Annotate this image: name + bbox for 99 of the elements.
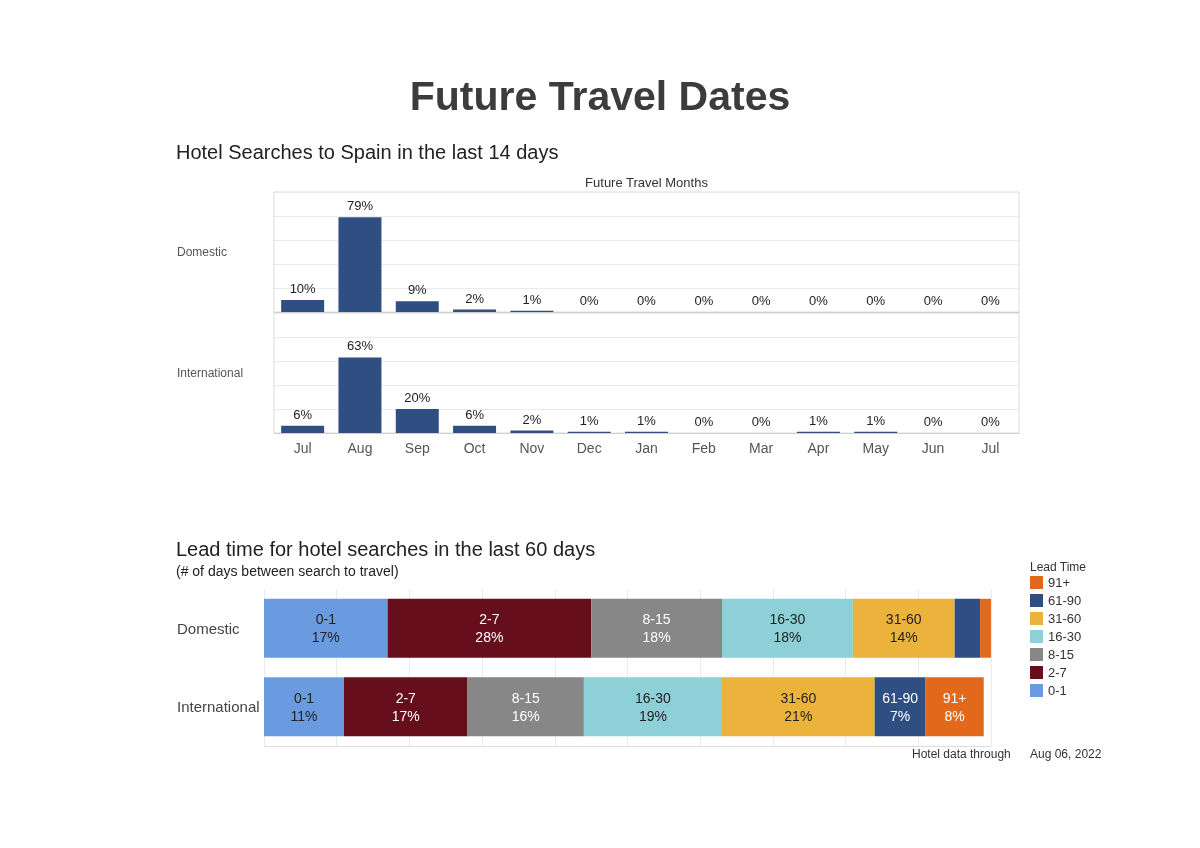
data-label: 17% — [391, 707, 420, 724]
chart-title: Lead time for hotel searches in the last 60 days — [176, 538, 596, 560]
legend-label: 91+ — [1048, 575, 1071, 590]
bar — [281, 300, 325, 312]
bar — [264, 598, 388, 658]
legend-label: 61-90 — [1048, 593, 1082, 608]
bar — [264, 677, 344, 737]
text: 31-60 — [885, 611, 922, 628]
text: Aug 06, 2022 — [1030, 747, 1102, 761]
x-tick-label: Dec — [576, 440, 602, 456]
data-label: 17% — [311, 629, 340, 646]
bar — [874, 677, 926, 737]
bar — [387, 598, 592, 658]
data-label: 20% — [404, 390, 431, 405]
data-label: 0% — [866, 293, 886, 308]
bar — [925, 677, 984, 737]
text: 61-90 — [882, 689, 919, 706]
bar — [722, 598, 853, 658]
legend-label: 0-1 — [1048, 683, 1067, 698]
x-axis-title: Future Travel Months — [585, 175, 709, 190]
data-label: 18% — [642, 629, 671, 646]
legend-label: 16-30 — [1048, 629, 1082, 644]
x-tick-label: Feb — [691, 440, 717, 456]
data-label: 0% — [923, 414, 943, 429]
bar — [591, 598, 723, 658]
x-tick-label: Mar — [749, 440, 774, 456]
bar — [395, 409, 439, 433]
data-label: 0% — [694, 293, 714, 308]
data-label: 1% — [579, 412, 600, 428]
x-tick-label: May — [862, 440, 889, 456]
bar — [954, 598, 981, 658]
bar — [583, 677, 723, 737]
text: 31-60 — [780, 689, 817, 706]
text: 2-7 — [479, 611, 500, 628]
data-label: 0% — [579, 293, 600, 308]
x-tick-label: Nov — [519, 440, 545, 456]
data-label: 28% — [475, 629, 504, 646]
data-label: 0% — [809, 293, 829, 308]
text: 16-30 — [635, 689, 671, 706]
x-tick-label: Apr — [807, 440, 830, 456]
text: 2-7 — [395, 689, 416, 706]
x-tick-label: Sep — [404, 440, 430, 456]
bar — [467, 677, 584, 737]
legend-label: 2-7 — [1048, 665, 1067, 680]
data-label: 18% — [773, 629, 802, 646]
bar — [852, 598, 955, 658]
data-label: 10% — [289, 281, 317, 296]
text: 8-15 — [642, 611, 671, 628]
data-label: 16% — [511, 707, 540, 724]
data-label: 0% — [980, 414, 1001, 429]
x-tick-label: Oct — [463, 440, 486, 456]
data-label: 1% — [637, 412, 657, 428]
data-label: 0% — [694, 414, 714, 429]
bar — [343, 677, 468, 737]
x-tick-label: Jul — [293, 440, 312, 456]
bar — [338, 357, 382, 433]
legend-label: 31-60 — [1048, 611, 1082, 626]
data-label: 2% — [522, 411, 542, 427]
x-tick-label: Jul — [981, 440, 1000, 456]
text: 0-1 — [293, 689, 315, 706]
data-label: 8% — [944, 707, 965, 724]
x-tick-label: Jan — [635, 440, 658, 456]
data-label: 63% — [346, 338, 374, 354]
data-label: 0% — [980, 293, 1001, 308]
data-label: 1% — [522, 291, 542, 307]
legend-title: Lead Time — [1030, 560, 1087, 574]
chart-subtitle: (# of days between search to travel) — [176, 563, 399, 579]
text: 16-30 — [769, 611, 806, 628]
data-label: 1% — [866, 412, 886, 428]
data-label: 6% — [465, 406, 485, 422]
bar — [338, 217, 382, 312]
bar — [980, 598, 991, 658]
text: 0-1 — [315, 611, 336, 628]
text: 8-15 — [511, 689, 540, 706]
data-label: 0% — [751, 293, 771, 308]
bar — [722, 677, 875, 737]
x-tick-label: Jun — [921, 440, 945, 456]
data-label: 21% — [784, 707, 813, 724]
bar — [453, 425, 497, 433]
data-label: 0% — [637, 293, 657, 308]
text: 91+ — [942, 689, 967, 706]
data-label: 7% — [890, 707, 911, 724]
chart-subtitle: Hotel Searches to Spain in the last 14 days — [176, 141, 559, 163]
x-tick-label: Aug — [347, 440, 373, 456]
data-label: 14% — [889, 629, 918, 646]
data-label: 19% — [638, 707, 667, 724]
chart-title: Future Travel Dates — [409, 72, 791, 119]
data-label: 1% — [809, 412, 829, 428]
bar — [281, 425, 325, 433]
data-label: 6% — [293, 406, 313, 422]
legend-label: 8-15 — [1048, 647, 1075, 662]
data-label: 79% — [346, 198, 374, 214]
data-label: 2% — [465, 290, 485, 306]
data-label: 11% — [290, 707, 318, 724]
data-label: 0% — [923, 293, 943, 308]
text: Hotel data through — [912, 747, 1011, 761]
bar — [395, 301, 439, 312]
data-label: 0% — [751, 414, 771, 429]
data-label: 9% — [407, 282, 428, 298]
